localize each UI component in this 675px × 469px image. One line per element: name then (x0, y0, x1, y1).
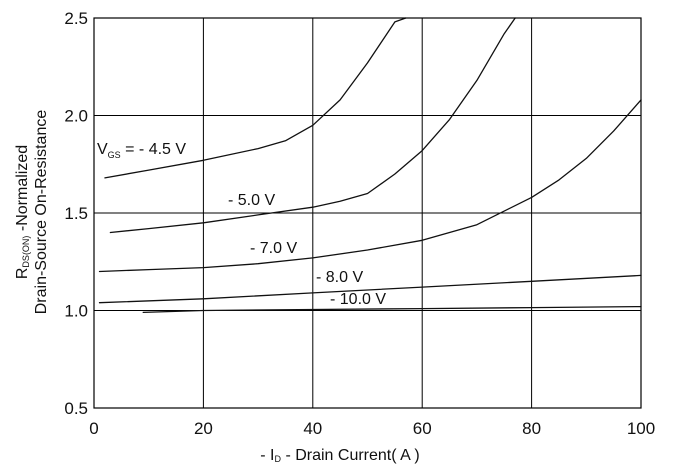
annotation-vgs-8-0: - 8.0 V (316, 269, 363, 286)
x-tick-label: 80 (522, 419, 541, 438)
annotation-vgs-7-0: - 7.0 V (250, 240, 297, 257)
y-tick-label: 2.5 (64, 9, 88, 28)
x-tick-label: 0 (89, 419, 98, 438)
y-axis-title-line1: RDS(ON) -Normalized (14, 145, 31, 279)
tick-labels: 0 20 40 60 80 100 0.5 1.0 1.5 2.0 2.5 (64, 9, 655, 438)
y-axis-title-line2: Drain-Source On-Resistance (33, 110, 50, 315)
series-line-5 (142, 305, 642, 314)
x-tick-label: 100 (627, 419, 655, 438)
x-tick-label: 20 (194, 419, 213, 438)
gridlines (94, 18, 641, 408)
annotation-vgs-5-0: - 5.0 V (228, 192, 275, 209)
series-lines (98, 17, 642, 314)
y-tick-label: 0.5 (64, 399, 88, 418)
annotation-vgs-10-0: - 10.0 V (330, 291, 386, 308)
annotation-vgs-4-5: VGS = - 4.5 V (97, 141, 186, 160)
x-axis-title: - ID - Drain Current( A ) (260, 447, 419, 464)
x-tick-label: 60 (413, 419, 432, 438)
plot-frame (93, 17, 642, 409)
series-line-4 (98, 274, 642, 304)
series-line-2 (109, 17, 516, 234)
x-tick-label: 40 (303, 419, 322, 438)
y-tick-label: 2.0 (64, 107, 88, 126)
y-tick-label: 1.5 (64, 204, 88, 223)
y-tick-label: 1.0 (64, 302, 88, 321)
series-line-1 (104, 17, 407, 179)
series-line-3 (98, 99, 642, 273)
